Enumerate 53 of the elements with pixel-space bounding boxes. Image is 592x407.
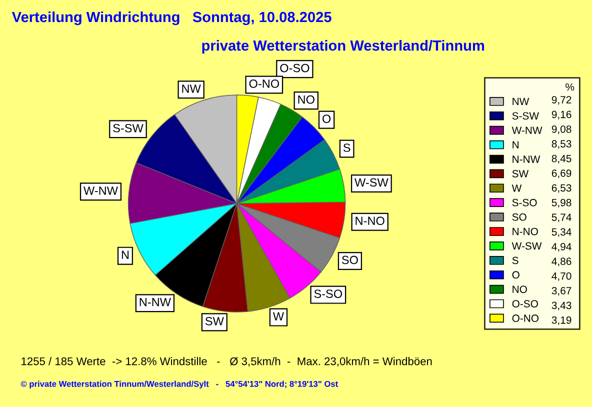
- slice-label: W-NW: [84, 186, 118, 195]
- legend-label: NW: [512, 98, 530, 106]
- chart-title: Verteilung Windrichtung Sonntag, 10.08.2025: [12, 11, 332, 26]
- legend-title: %: [566, 83, 574, 91]
- data-label: 6,53: [552, 184, 572, 193]
- legend-label: W-SW: [512, 242, 542, 250]
- legend-label: W-NW: [512, 126, 542, 134]
- legend-label: NO: [512, 286, 527, 294]
- slice-label: S: [343, 144, 350, 152]
- legend-label: S: [512, 256, 518, 264]
- slice-label: W-SW: [354, 178, 388, 187]
- slice-label: SW: [205, 317, 224, 326]
- data-label: 4,70: [552, 272, 572, 281]
- chart-subtitle: private Wetterstation Westerland/Tinnum: [202, 40, 484, 54]
- legend-label: S-SO: [512, 198, 537, 206]
- data-label: 5,34: [552, 228, 572, 237]
- slice-label: S-SO: [314, 290, 342, 298]
- slice-label: O-NO: [249, 80, 279, 88]
- slice-label: O-SO: [280, 64, 310, 72]
- data-label: 3,19: [552, 316, 572, 326]
- slice-label: NW: [182, 84, 201, 93]
- data-label: 5,98: [552, 198, 572, 208]
- legend-label: SW: [512, 170, 529, 178]
- legend-label: W: [512, 184, 522, 192]
- data-label: 4,86: [552, 258, 572, 266]
- legend-label: O-SO: [512, 300, 538, 308]
- data-label: 9,16: [552, 110, 572, 120]
- slice-label: W: [272, 312, 284, 320]
- data-label: 5,74: [552, 214, 572, 222]
- slice-label: O: [322, 114, 331, 123]
- data-label: 6,69: [552, 170, 572, 178]
- slice-label: NO: [298, 95, 314, 104]
- legend-label: S-SW: [512, 112, 539, 120]
- text: © private Wetterstation Tinnum/Westerland/Sylt - 54°54'13" Nord; 8°19'13" Ost: [20, 380, 338, 388]
- data-label: 9,08: [552, 125, 572, 134]
- legend-label: O-NO: [512, 314, 539, 322]
- legend-label: N-NO: [512, 228, 538, 236]
- data-label: 8,53: [552, 140, 572, 149]
- slice-label: N-NO: [356, 216, 384, 226]
- data-label: 3,67: [552, 287, 572, 296]
- legend-label: SO: [512, 213, 526, 221]
- legend-label: N: [512, 141, 518, 148]
- data-label: 9,72: [552, 96, 572, 105]
- data-label: 8,45: [552, 154, 572, 164]
- legend-label: O: [512, 271, 520, 279]
- data-label: 3,43: [552, 302, 572, 310]
- legend-label: N-NW: [512, 156, 540, 163]
- slice-label: SO: [342, 256, 358, 264]
- slice-label: N-NW: [140, 298, 171, 306]
- slice-label: N: [122, 250, 129, 259]
- text: 1255 / 185 Werte -> 12.8% Windstille - Ø 3,5km/h - Max. 23,0km/h = Windböen: [22, 357, 432, 367]
- slice-label: S-SW: [113, 124, 144, 132]
- data-label: 4,94: [552, 242, 572, 252]
